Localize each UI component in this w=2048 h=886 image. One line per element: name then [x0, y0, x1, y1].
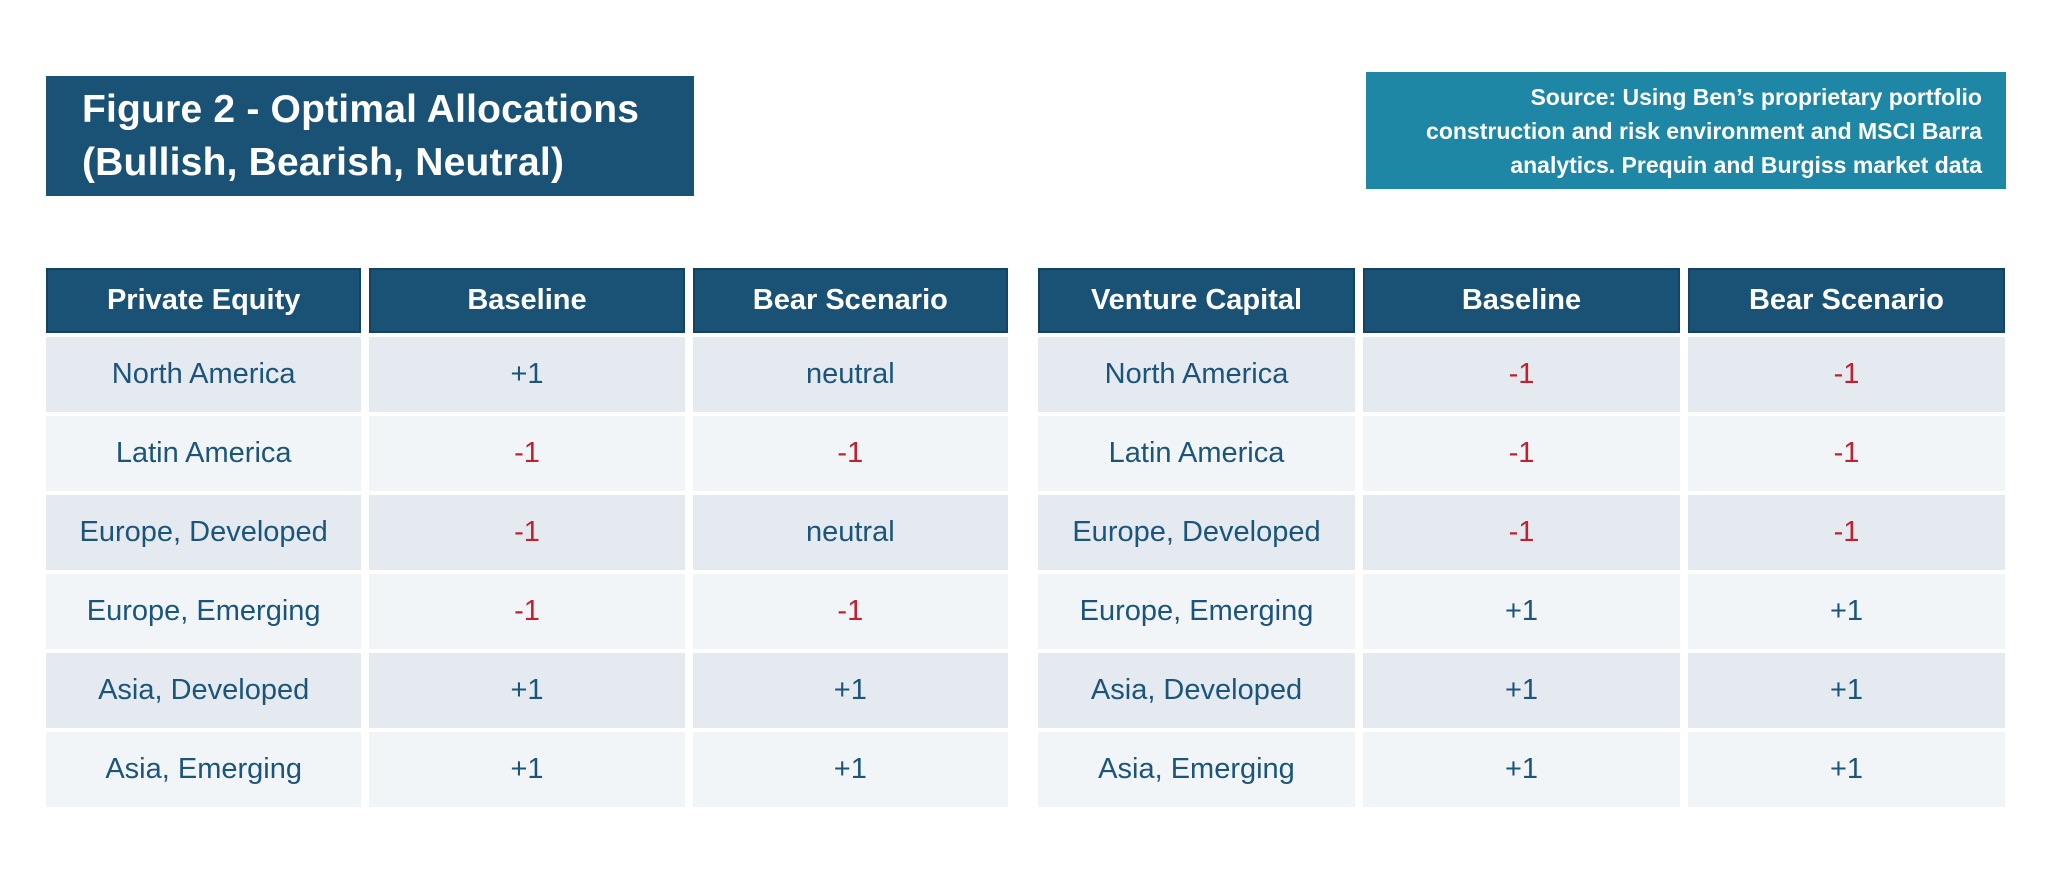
baseline-cell: -1 [369, 574, 685, 649]
region-cell: Asia, Developed [1038, 653, 1355, 728]
baseline-cell: -1 [369, 416, 685, 491]
region-cell: North America [1038, 337, 1355, 412]
baseline-cell: -1 [369, 495, 685, 570]
baseline-cell: +1 [369, 732, 685, 807]
column-header: Bear Scenario [1688, 268, 2005, 333]
baseline-cell: -1 [1363, 416, 1680, 491]
region-cell: Europe, Emerging [1038, 574, 1355, 649]
bear-scenario-cell: +1 [1688, 732, 2005, 807]
bear-scenario-cell: neutral [692, 495, 1008, 570]
bear-scenario-cell: neutral [692, 337, 1008, 412]
bear-scenario-cell: -1 [1688, 416, 2005, 491]
bear-scenario-cell: +1 [692, 732, 1008, 807]
bear-scenario-cell: -1 [1688, 337, 2005, 412]
baseline-cell: +1 [1363, 574, 1680, 649]
column-header: Baseline [369, 268, 685, 333]
figure-title-line1: Figure 2 - Optimal Allocations [82, 88, 640, 131]
region-cell: Latin America [1038, 416, 1355, 491]
baseline-cell: -1 [1363, 495, 1680, 570]
column-header: Bear Scenario [692, 268, 1008, 333]
bear-scenario-cell: +1 [1688, 574, 2005, 649]
figure-title-banner: Figure 2 - Optimal Allocations (Bullish,… [46, 76, 694, 196]
source-note-box: Source: Using Ben’s proprietary portfoli… [1366, 72, 2006, 189]
baseline-cell: -1 [1363, 337, 1680, 412]
bear-scenario-cell: -1 [1688, 495, 2005, 570]
region-cell: North America [46, 337, 362, 412]
baseline-cell: +1 [1363, 653, 1680, 728]
figure-title-line2: (Bullish, Bearish, Neutral) [82, 141, 565, 184]
source-note-text: Source: Using Ben’s proprietary portfoli… [1426, 83, 1982, 178]
baseline-cell: +1 [1363, 732, 1680, 807]
region-cell: Europe, Developed [46, 495, 362, 570]
private-equity-table: Private Equity Baseline Bear Scenario North… [46, 268, 1008, 807]
region-cell: Asia, Emerging [1038, 732, 1355, 807]
bear-scenario-cell: +1 [692, 653, 1008, 728]
venture-capital-table: Venture Capital Baseline Bear Scenario Nort… [1038, 268, 2005, 807]
bear-scenario-cell: -1 [692, 416, 1008, 491]
baseline-cell: +1 [369, 653, 685, 728]
bear-scenario-cell: +1 [1688, 653, 2005, 728]
region-cell: Asia, Emerging [46, 732, 362, 807]
region-cell: Europe, Developed [1038, 495, 1355, 570]
column-header: Venture Capital [1038, 268, 1355, 333]
bear-scenario-cell: -1 [692, 574, 1008, 649]
region-cell: Latin America [46, 416, 362, 491]
baseline-cell: +1 [369, 337, 685, 412]
column-header: Private Equity [46, 268, 362, 333]
region-cell: Europe, Emerging [46, 574, 362, 649]
column-header: Baseline [1363, 268, 1680, 333]
region-cell: Asia, Developed [46, 653, 362, 728]
